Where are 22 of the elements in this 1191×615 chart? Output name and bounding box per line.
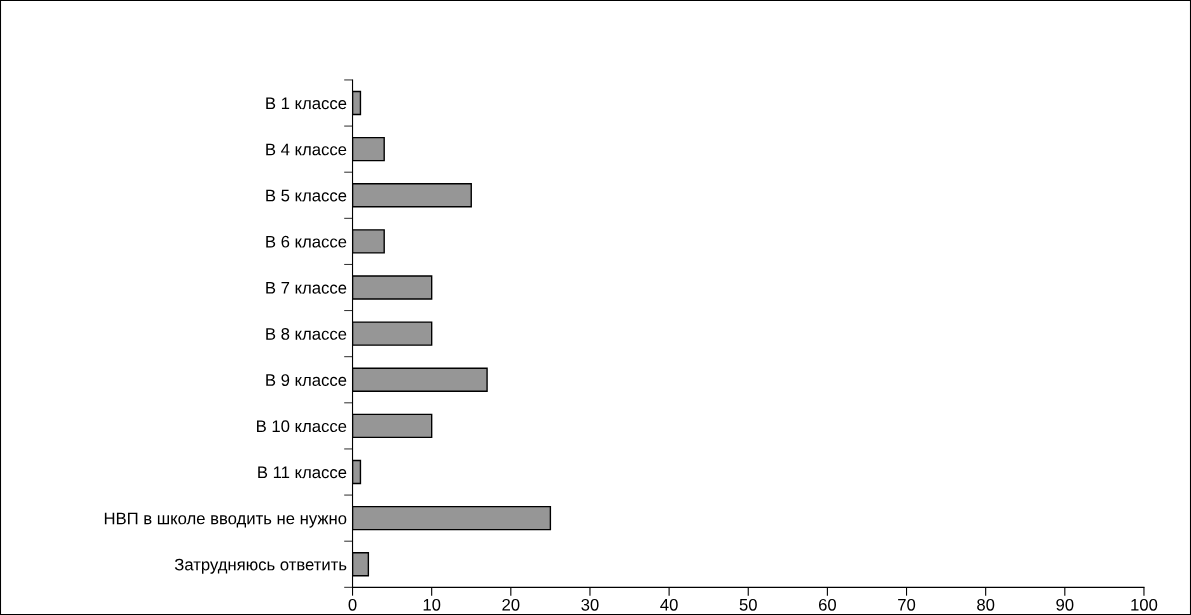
y-tick-label: В 5 классе: [266, 189, 347, 202]
x-tick-label: 100: [1131, 598, 1158, 611]
y-tick-label: В 8 классе: [266, 328, 347, 340]
x-tick-label: 40: [660, 598, 678, 611]
y-tick-label: В 6 классе: [266, 235, 347, 248]
y-tick-label: В 4 классе: [266, 143, 347, 156]
y-tick-label: В 9 классе: [266, 374, 347, 386]
y-tick-label: В 7 классе: [266, 282, 347, 294]
y-tick-label: НВП в школе вводить не нужно: [104, 512, 347, 528]
x-tick-label: 50: [739, 598, 757, 611]
x-tick-label: 0: [348, 598, 357, 611]
y-tick-label: В 11 классе: [258, 466, 347, 479]
x-tick-label: 30: [581, 598, 599, 611]
x-tick-label: 60: [818, 598, 837, 611]
x-tick-label: 80: [977, 598, 995, 611]
y-tick-label: В 1 классе: [266, 97, 347, 110]
y-tick-label: Затрудняюсь ответить: [174, 558, 347, 574]
y-tick-label: В 10 классе: [257, 420, 347, 433]
x-tick-label: 70: [898, 598, 916, 611]
x-tick-label: 10: [423, 598, 441, 611]
x-tick-label: 20: [502, 598, 520, 611]
x-tick-label: 90: [1056, 598, 1074, 611]
